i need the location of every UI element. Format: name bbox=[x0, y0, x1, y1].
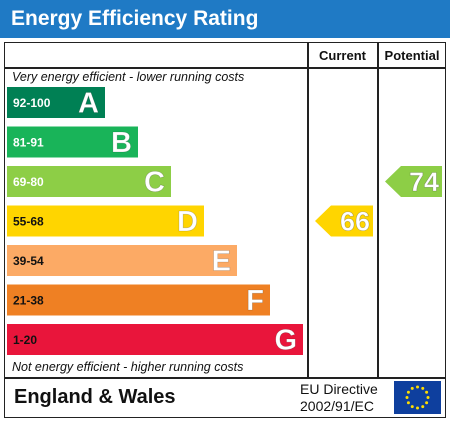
eu-directive-line1: EU Directive bbox=[300, 381, 378, 397]
header-divider bbox=[4, 67, 446, 69]
chart-frame bbox=[4, 42, 446, 418]
band-letter-g: G bbox=[274, 325, 297, 357]
potential-column-divider bbox=[377, 42, 379, 378]
band-bar-b bbox=[7, 126, 138, 158]
eu-flag-icon bbox=[394, 381, 441, 414]
eu-star-icon bbox=[406, 390, 410, 394]
band-range-f: 21-38 bbox=[13, 294, 44, 308]
efficient-note: Very energy efficient - lower running co… bbox=[12, 70, 245, 84]
potential-column-header: Potential bbox=[384, 48, 440, 63]
band-bar-e bbox=[7, 245, 237, 276]
band-bar-g bbox=[7, 324, 303, 355]
band-letter-e: E bbox=[212, 246, 231, 278]
band-range-e: 39-54 bbox=[13, 254, 44, 268]
inefficient-note: Not energy efficient - higher running co… bbox=[12, 360, 244, 374]
current-rating-value: 66 bbox=[340, 207, 370, 237]
band-bar-c bbox=[7, 166, 171, 197]
eu-star-icon bbox=[410, 386, 414, 390]
band-bar-f bbox=[7, 284, 270, 316]
band-range-d: 55-68 bbox=[13, 215, 44, 229]
eu-star-icon bbox=[421, 386, 425, 390]
band-range-g: 1-20 bbox=[13, 333, 37, 347]
eu-star-icon bbox=[425, 390, 429, 394]
eu-star-icon bbox=[426, 396, 430, 399]
current-column-header: Current bbox=[319, 48, 366, 63]
band-letter-f: F bbox=[246, 285, 264, 317]
eu-star-icon bbox=[416, 406, 419, 410]
eu-directive-line2: 2002/91/EC bbox=[300, 398, 374, 414]
chart-title: Energy Efficiency Rating bbox=[0, 0, 450, 38]
band-range-b: 81-91 bbox=[13, 136, 44, 150]
band-range-c: 69-80 bbox=[13, 175, 44, 189]
eu-directive: EU Directive 2002/91/EC bbox=[300, 381, 378, 415]
eu-star-icon bbox=[405, 396, 409, 399]
band-letter-b: B bbox=[111, 127, 132, 159]
eu-star-icon bbox=[406, 401, 410, 405]
potential-rating-value: 74 bbox=[409, 167, 439, 197]
potential-rating-arrow bbox=[385, 166, 442, 197]
current-rating-arrow bbox=[315, 205, 373, 237]
eu-star-icon bbox=[410, 405, 414, 409]
band-letter-c: C bbox=[144, 167, 165, 199]
eu-star-icon bbox=[425, 401, 429, 405]
current-column-divider bbox=[307, 42, 309, 378]
band-letter-a: A bbox=[78, 88, 99, 120]
eu-star-icon bbox=[416, 385, 419, 389]
band-bar-a bbox=[7, 87, 105, 118]
band-bar-d bbox=[7, 205, 204, 237]
footer-divider bbox=[4, 377, 446, 379]
band-range-a: 92-100 bbox=[13, 96, 51, 110]
eu-star-icon bbox=[421, 405, 425, 409]
region-label: England & Wales bbox=[14, 386, 176, 408]
band-letter-d: D bbox=[177, 206, 198, 238]
